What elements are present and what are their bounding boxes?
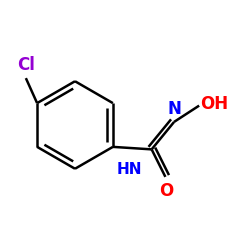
Text: O: O — [160, 182, 174, 200]
Text: HN: HN — [117, 162, 142, 177]
Text: OH: OH — [200, 94, 228, 112]
Text: N: N — [167, 100, 181, 118]
Text: Cl: Cl — [17, 56, 35, 74]
